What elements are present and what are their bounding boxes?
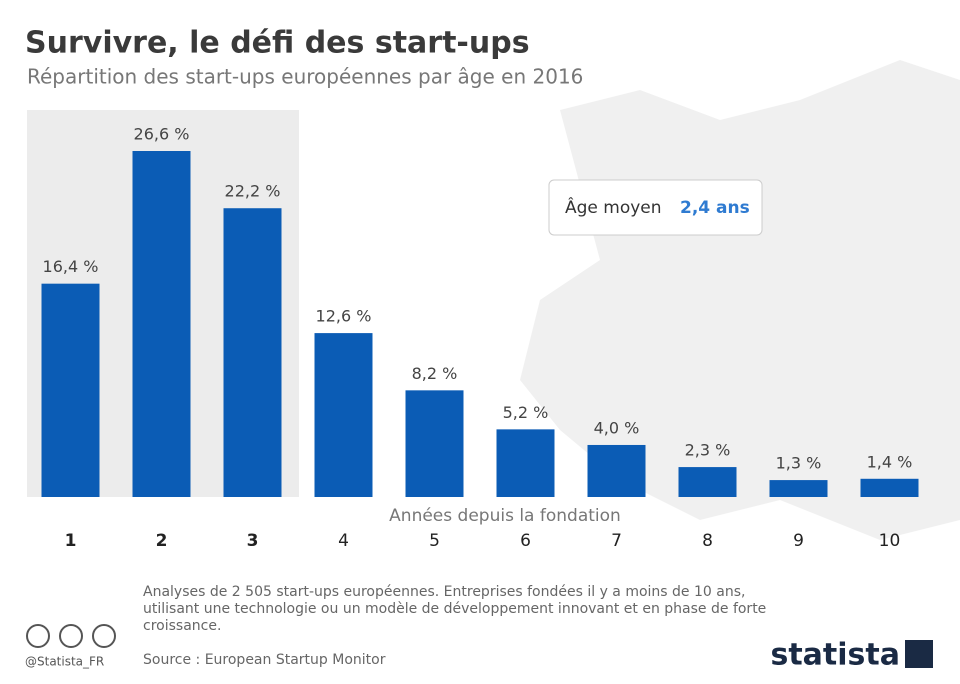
x-tick-label: 8 xyxy=(702,531,713,551)
bar xyxy=(223,208,282,497)
bar xyxy=(678,467,737,497)
bar xyxy=(405,390,464,497)
bar xyxy=(587,444,646,497)
bar xyxy=(132,151,191,497)
x-tick-label: 3 xyxy=(247,531,259,551)
x-tick-label: 6 xyxy=(520,531,531,551)
value-label: 12,6 % xyxy=(316,307,372,326)
bar xyxy=(496,429,555,497)
value-label: 16,4 % xyxy=(43,257,99,276)
annotation-value: 2,4 ans xyxy=(680,198,750,218)
value-label: 5,2 % xyxy=(503,403,549,422)
chart-subtitle: Répartition des start-ups européennes pa… xyxy=(27,65,583,89)
brand: statista xyxy=(770,638,900,673)
x-tick-label: 7 xyxy=(611,531,622,551)
value-label: 26,6 % xyxy=(134,125,190,144)
x-tick-label: 4 xyxy=(338,531,349,551)
x-tick-label: 10 xyxy=(879,531,901,551)
value-label: 22,2 % xyxy=(225,182,281,201)
x-tick-label: 5 xyxy=(429,531,440,551)
value-label: 8,2 % xyxy=(412,364,458,383)
value-label: 1,4 % xyxy=(867,452,913,471)
x-tick-label: 2 xyxy=(156,531,168,551)
bar xyxy=(769,480,828,497)
bar xyxy=(860,478,919,497)
bar xyxy=(314,333,373,497)
bar xyxy=(41,283,100,497)
annotation-label: Âge moyen xyxy=(565,196,662,218)
chart-title: Survivre, le défi des start-ups xyxy=(25,26,530,61)
note: Analyses de 2 505 start-ups européennes.… xyxy=(143,584,767,634)
handle: @Statista_FR xyxy=(25,655,104,669)
brand-icon xyxy=(905,640,933,668)
x-tick-label: 1 xyxy=(65,531,77,551)
license-icons xyxy=(26,624,116,648)
source: Source : European Startup Monitor xyxy=(143,652,386,668)
value-label: 4,0 % xyxy=(594,418,640,437)
value-label: 2,3 % xyxy=(685,441,731,460)
x-axis-label: Années depuis la fondation xyxy=(389,506,621,526)
x-tick-label: 9 xyxy=(793,531,804,551)
annotation-box xyxy=(548,179,763,236)
value-label: 1,3 % xyxy=(776,454,822,473)
